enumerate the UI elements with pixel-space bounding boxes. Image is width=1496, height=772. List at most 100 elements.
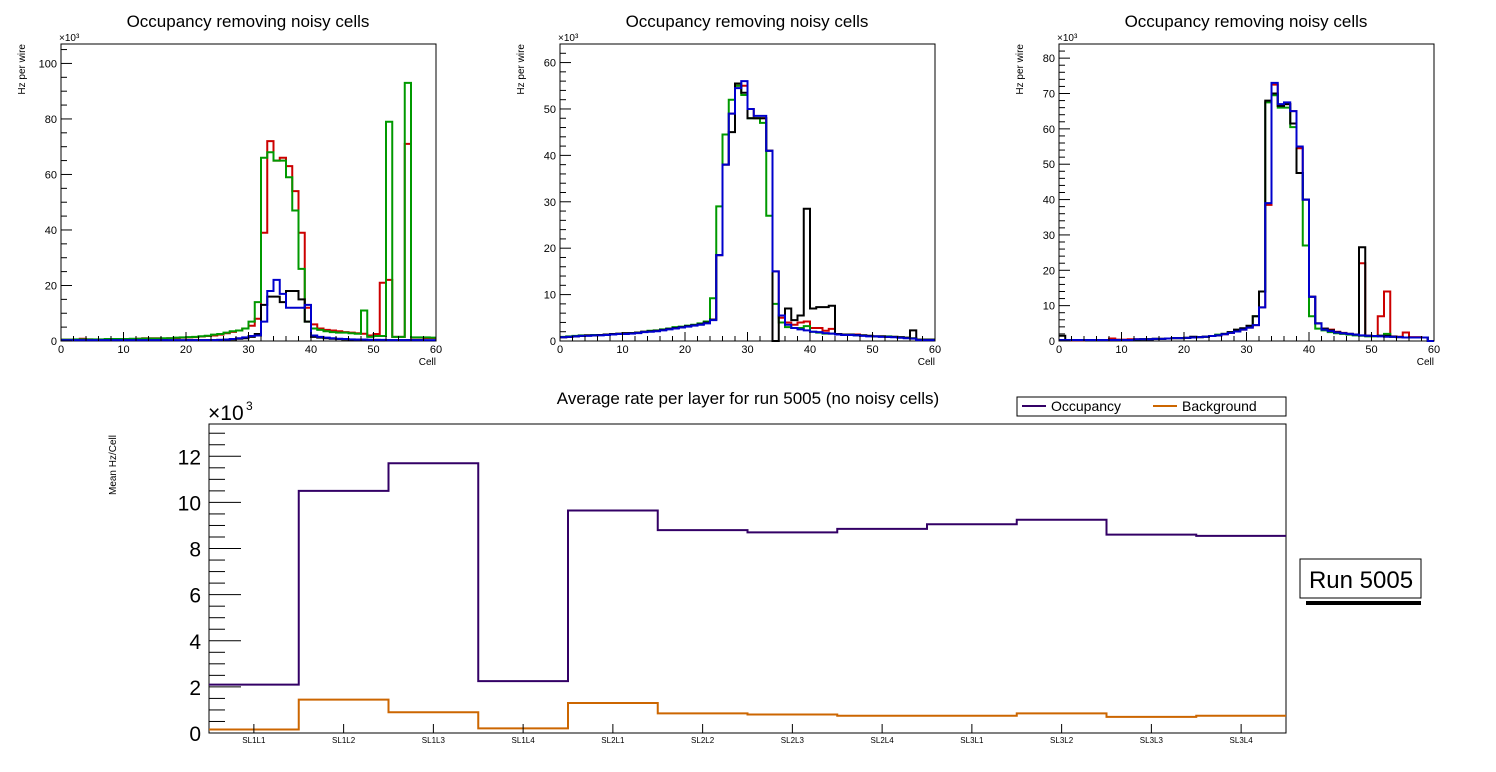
y-tick-label: 30	[544, 197, 556, 209]
y-tick-label: 60	[1043, 124, 1055, 136]
series-line-black	[560, 82, 935, 342]
y-axis-title: Mean Hz/Cell	[108, 435, 119, 495]
y-tick-label: 80	[45, 114, 57, 126]
plot-frame	[208, 423, 1287, 734]
y-multiplier-label: ×10³	[59, 33, 80, 44]
histogram-panel-3: Occupancy removing noisy cells 0 10 20 30 40 5…	[1015, 12, 1440, 368]
x-tick-label: 30	[741, 344, 753, 356]
y-tick-label: 8	[189, 539, 201, 562]
legend-label-occupancy: Occupancy	[1051, 398, 1121, 414]
plot-frame	[1058, 43, 1435, 342]
x-category-label: SL2L1	[601, 736, 625, 745]
x-tick-label: 50	[1365, 344, 1377, 356]
y-tick-label: 70	[1043, 89, 1055, 101]
series-line-green	[61, 81, 436, 341]
x-tick-label: 40	[1303, 344, 1315, 356]
x-tick-label: 20	[679, 344, 691, 356]
y-tick-label: 40	[1043, 195, 1055, 207]
histogram-panel-2: Occupancy removing noisy cells 0 10 20 30 40 5…	[516, 12, 941, 368]
x-tick-label: 0	[58, 344, 64, 356]
y-tick-label: 10	[544, 290, 556, 302]
x-category-label: SL2L3	[781, 736, 805, 745]
y-tick-label: 100	[39, 58, 57, 70]
x-tick-label: 10	[1115, 344, 1127, 356]
series-line-blue	[1059, 81, 1434, 342]
x-category-label: SL3L2	[1050, 736, 1074, 745]
y-axis-title: Hz per wire	[1015, 44, 1026, 95]
y-multiplier-exponent: 3	[246, 399, 253, 413]
x-tick-label: 40	[305, 344, 317, 356]
x-tick-label: 40	[804, 344, 816, 356]
x-category-label: SL1L4	[512, 736, 536, 745]
y-tick-label: 4	[189, 631, 201, 654]
x-tick-label: 30	[1240, 344, 1252, 356]
series-line-green	[560, 84, 935, 341]
series-line-red	[560, 84, 935, 341]
y-tick-label: 30	[1043, 230, 1055, 242]
series-line-red	[61, 140, 436, 341]
x-category-label: SL3L4	[1230, 736, 1254, 745]
histogram-panel-1: Occupancy removing noisy cells 0 20 40 60 80 1…	[17, 12, 442, 368]
x-tick-label: 50	[367, 344, 379, 356]
series-line-blue	[61, 278, 436, 342]
run-label-frame	[1299, 558, 1422, 599]
series-line-red	[1059, 83, 1434, 342]
run-label-box: Run 5005	[1299, 558, 1422, 605]
y-tick-label: 60	[544, 58, 556, 70]
y-tick-label: 6	[189, 585, 201, 608]
run-label-text: Run 5005	[1309, 567, 1413, 594]
y-tick-label: 0	[51, 336, 57, 348]
series-line-green	[1059, 94, 1434, 342]
x-tick-label: 60	[1428, 344, 1440, 356]
series-line-blue	[560, 80, 935, 342]
y-multiplier-label: ×10³	[558, 33, 579, 44]
series-line-occupancy	[209, 462, 1286, 686]
y-tick-label: 10	[1043, 301, 1055, 313]
y-tick-label: 20	[45, 280, 57, 292]
x-tick-label: 0	[557, 344, 563, 356]
x-tick-label: 20	[1178, 344, 1190, 356]
x-axis-title: Cell	[419, 357, 436, 368]
y-tick-label: 40	[544, 150, 556, 162]
x-tick-label: 60	[430, 344, 442, 356]
panel-title: Occupancy removing noisy cells	[626, 12, 869, 31]
x-tick-label: 30	[242, 344, 254, 356]
legend: Occupancy Background	[1016, 396, 1287, 417]
x-category-label: SL2L4	[871, 736, 895, 745]
y-tick-label: 12	[178, 446, 201, 469]
y-axis-title: Hz per wire	[516, 44, 527, 95]
x-category-label: SL1L1	[242, 736, 266, 745]
y-tick-label: 10	[178, 492, 201, 515]
x-tick-label: 60	[929, 344, 941, 356]
y-tick-label: 0	[189, 723, 201, 746]
y-tick-label: 50	[544, 104, 556, 116]
x-category-label: SL2L2	[691, 736, 715, 745]
y-multiplier-label: ×10³	[1057, 33, 1078, 44]
y-multiplier-label: ×10	[208, 402, 244, 425]
layer-rate-panel: Average rate per layer for run 5005 (no …	[108, 389, 1422, 746]
x-category-label: SL1L3	[422, 736, 446, 745]
x-category-label: SL1L2	[332, 736, 356, 745]
series-line-background	[209, 698, 1286, 731]
y-tick-label: 0	[550, 336, 556, 348]
x-axis-title: Cell	[1417, 357, 1434, 368]
y-tick-label: 60	[45, 169, 57, 181]
legend-box	[1016, 396, 1287, 417]
y-tick-label: 80	[1043, 53, 1055, 65]
y-tick-label: 20	[544, 243, 556, 255]
y-axis-title: Hz per wire	[17, 44, 28, 95]
x-tick-label: 10	[616, 344, 628, 356]
x-category-label: SL3L1	[960, 736, 984, 745]
panel-title: Occupancy removing noisy cells	[1125, 12, 1368, 31]
panel-title: Occupancy removing noisy cells	[127, 12, 370, 31]
y-tick-label: 40	[45, 225, 57, 237]
run-label-shadow	[1306, 601, 1421, 605]
x-tick-label: 20	[180, 344, 192, 356]
x-axis-title: Cell	[918, 357, 935, 368]
panel-title: Average rate per layer for run 5005 (no …	[557, 389, 939, 408]
x-category-label: SL3L3	[1140, 736, 1164, 745]
y-tick-label: 2	[189, 677, 201, 700]
y-tick-label: 50	[1043, 159, 1055, 171]
y-tick-label: 0	[1049, 336, 1055, 348]
